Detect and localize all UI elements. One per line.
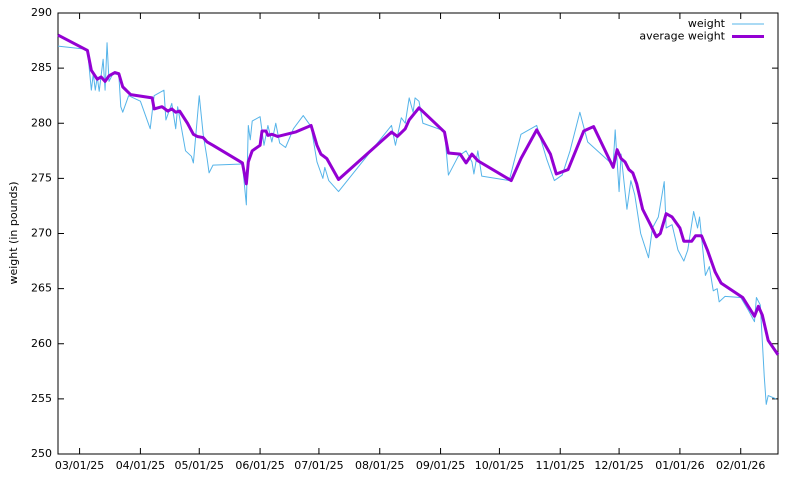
y-tick-label: 265: [31, 282, 52, 295]
y-tick-label: 255: [31, 392, 52, 405]
x-tick-label: 10/01/25: [475, 459, 524, 472]
plot-frame: [57, 12, 779, 455]
data-line: [57, 42, 777, 405]
x-tick-label: 09/01/25: [416, 459, 465, 472]
legend-label: average weight: [639, 30, 725, 43]
data-line: [57, 33, 780, 356]
y-tick-label: 285: [31, 61, 52, 74]
x-tick-label: 02/01/26: [716, 459, 765, 472]
legend-label: weight: [688, 17, 726, 30]
y-tick-label: 275: [31, 171, 52, 184]
x-tick-label: 06/01/25: [235, 459, 284, 472]
x-tick-label: 08/01/25: [355, 459, 404, 472]
x-tick-label: 01/01/26: [655, 459, 704, 472]
y-tick-label: 260: [31, 337, 52, 350]
x-tick-label: 12/01/25: [594, 459, 643, 472]
y-tick-label: 270: [31, 227, 52, 240]
y-tick-label: 280: [31, 116, 52, 129]
x-tick-label: 05/01/25: [175, 459, 224, 472]
y-axis-label: weight (in pounds): [7, 181, 20, 284]
x-tick-label: 03/01/25: [55, 459, 104, 472]
y-tick-label: 250: [31, 447, 52, 460]
x-tick-label: 11/01/25: [536, 459, 585, 472]
x-tick-label: 07/01/25: [294, 459, 343, 472]
y-tick-label: 290: [31, 6, 52, 19]
x-tick-label: 04/01/25: [116, 459, 165, 472]
